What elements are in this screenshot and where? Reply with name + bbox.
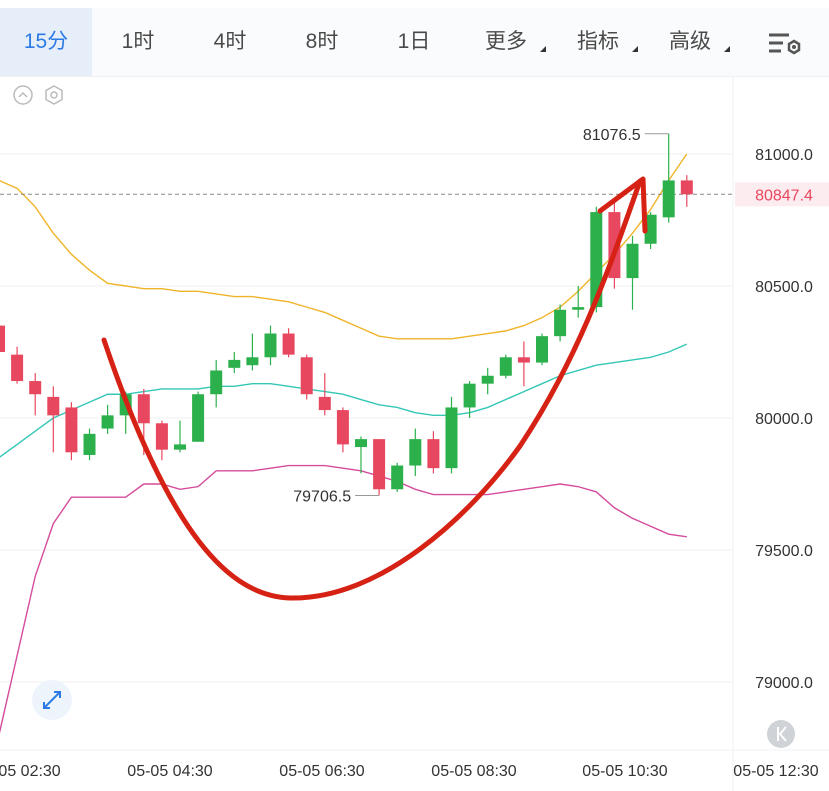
band-line-1 bbox=[0, 343, 688, 458]
x-tick-label: 05-05 08:30 bbox=[431, 763, 517, 780]
tab-label: 指标 bbox=[577, 30, 619, 53]
candle-body bbox=[481, 375, 494, 384]
candle-body bbox=[228, 359, 241, 368]
tab-4[interactable]: 1日 bbox=[368, 8, 460, 76]
candle-body bbox=[626, 243, 639, 279]
candle-body bbox=[463, 383, 476, 408]
candle-body bbox=[572, 307, 585, 310]
tab-label: 4时 bbox=[213, 30, 247, 53]
candle-body bbox=[391, 465, 404, 490]
candle-body bbox=[29, 381, 42, 395]
y-tick-label: 80500.0 bbox=[755, 279, 813, 296]
tab-label: 1时 bbox=[121, 30, 155, 53]
candle-body bbox=[11, 354, 24, 382]
tab-1[interactable]: 1时 bbox=[92, 8, 184, 76]
candle-body bbox=[137, 394, 150, 424]
tab-label: 高级 bbox=[669, 30, 711, 53]
tab-label: 15分 bbox=[23, 30, 69, 53]
candle-body bbox=[210, 370, 223, 395]
candle-body bbox=[0, 325, 5, 352]
candle-body bbox=[174, 444, 186, 450]
x-tick-label: 05-05 12:30 bbox=[733, 763, 819, 780]
candle-body bbox=[499, 357, 512, 376]
annotation-u-arrow bbox=[101, 178, 643, 601]
dropdown-caret-icon bbox=[724, 46, 730, 52]
tab-5[interactable]: 更多 bbox=[460, 8, 552, 76]
dropdown-caret-icon bbox=[632, 46, 638, 52]
candle-body bbox=[427, 439, 440, 469]
tab-6[interactable]: 指标 bbox=[552, 8, 644, 76]
candle-body bbox=[264, 333, 277, 358]
current-price-label: 80847.4 bbox=[755, 187, 813, 204]
candle-body bbox=[318, 396, 331, 411]
y-tick-label: 80000.0 bbox=[755, 411, 813, 428]
annotation-arrowhead bbox=[597, 176, 648, 234]
candle-body bbox=[409, 439, 422, 466]
candlestick-chart[interactable]: 81000.0 80500.0 80000.0 79500.0 79000.0 05-05… bbox=[0, 76, 829, 791]
candle-body bbox=[517, 357, 530, 363]
candle-body bbox=[282, 333, 295, 355]
candle-body bbox=[336, 410, 349, 445]
low-price-label: 79706.5 bbox=[293, 488, 351, 505]
candle-body bbox=[590, 212, 603, 308]
timeframe-toolbar: 15分 1时 4时 8时 1日 更多 指标 高级 bbox=[0, 8, 829, 77]
candle-body bbox=[246, 357, 259, 366]
candle-body bbox=[192, 394, 205, 442]
expand-arrows-icon bbox=[43, 691, 61, 709]
chevron-up-glyph bbox=[18, 91, 28, 98]
candle-body bbox=[554, 309, 567, 337]
tab-2[interactable]: 4时 bbox=[184, 8, 276, 76]
candle-body bbox=[536, 336, 548, 363]
y-tick-label: 79500.0 bbox=[755, 543, 813, 560]
chart-settings-icon bbox=[769, 33, 801, 55]
candle-body bbox=[680, 180, 693, 195]
y-tick-label: 79000.0 bbox=[755, 675, 813, 692]
tab-7[interactable]: 高级 bbox=[644, 8, 736, 76]
hexagon-gear-icon[interactable] bbox=[45, 85, 63, 105]
tab-3[interactable]: 8时 bbox=[276, 8, 368, 76]
dropdown-caret-icon bbox=[540, 46, 546, 52]
candle-body bbox=[644, 214, 657, 244]
x-tick-label: 05-05 06:30 bbox=[279, 763, 365, 780]
candle-body bbox=[155, 423, 168, 450]
x-tick-label: 05-05 04:30 bbox=[127, 763, 213, 780]
candle-body bbox=[65, 407, 78, 453]
candle-body bbox=[300, 357, 313, 395]
gear-center bbox=[50, 91, 58, 99]
candle-body bbox=[101, 415, 114, 429]
high-price-label: 81076.5 bbox=[583, 127, 641, 144]
double-chevron-left-icon bbox=[777, 726, 787, 742]
candle-body bbox=[445, 407, 458, 469]
tab-label: 更多 bbox=[485, 30, 527, 53]
chart-settings-button[interactable] bbox=[739, 8, 829, 76]
current-price-tag bbox=[735, 182, 829, 207]
candle-body bbox=[47, 396, 60, 416]
y-tick-label: 81000.0 bbox=[755, 147, 813, 164]
band-line-0 bbox=[0, 153, 688, 340]
candle-body bbox=[373, 439, 386, 490]
band-line-2 bbox=[0, 464, 687, 734]
candle-body bbox=[355, 439, 367, 448]
tab-0[interactable]: 15分 bbox=[0, 8, 92, 76]
x-tick-label: 05-05 10:30 bbox=[582, 763, 668, 780]
candle-body bbox=[662, 180, 675, 218]
chevron-up-circle-icon[interactable] bbox=[13, 85, 33, 105]
tab-label: 8时 bbox=[305, 30, 339, 53]
x-tick-label: 05-05 02:30 bbox=[0, 763, 61, 780]
tab-label: 1日 bbox=[397, 30, 431, 53]
candle-body bbox=[83, 433, 96, 455]
